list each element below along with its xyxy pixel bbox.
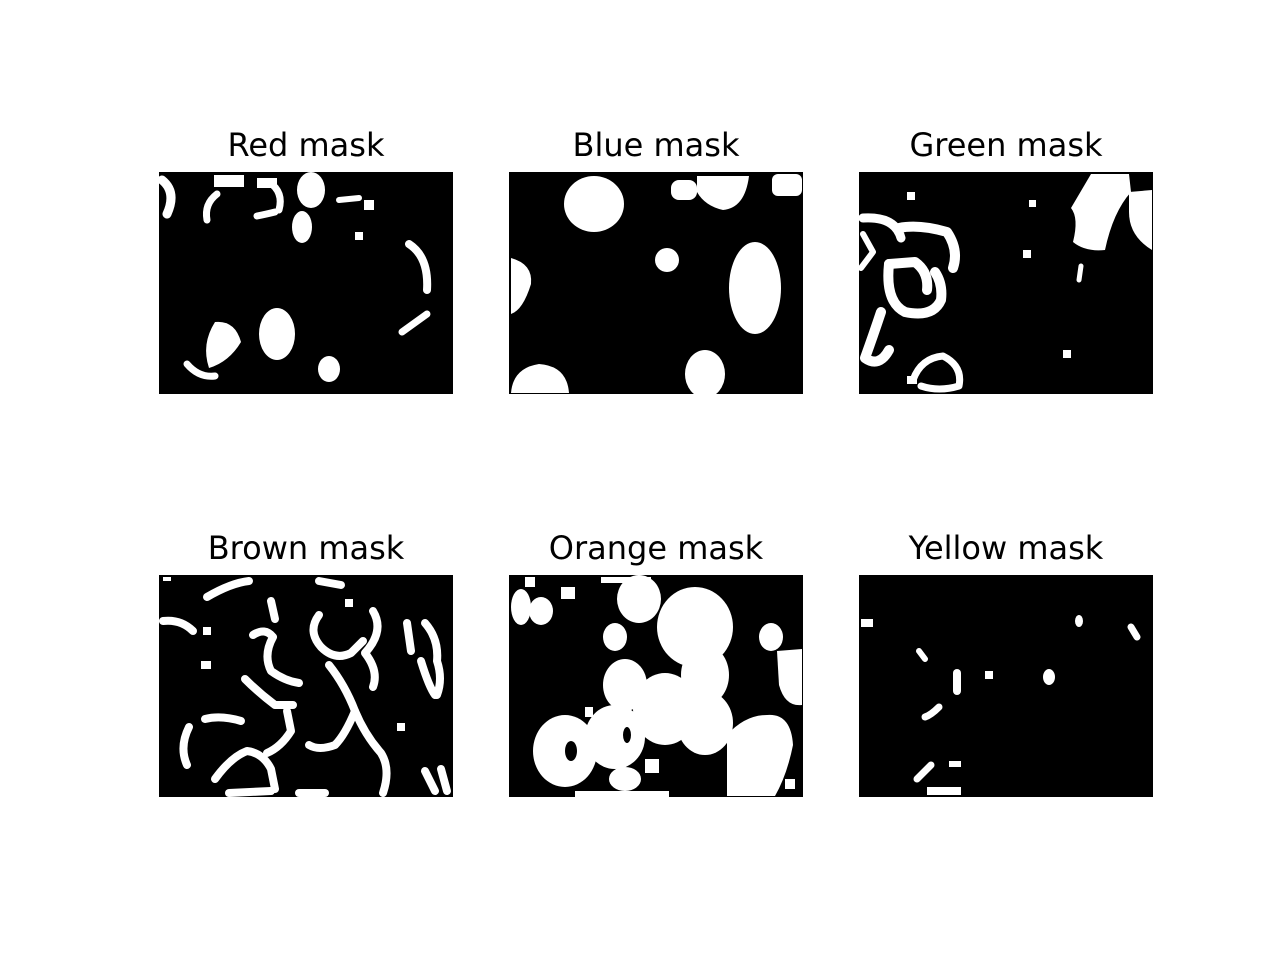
panel-title-brown: Brown mask xyxy=(207,529,405,567)
orange-mask-image xyxy=(509,575,803,797)
panel-title-yellow: Yellow mask xyxy=(908,529,1104,567)
blue-mask-image xyxy=(509,172,803,394)
panel-title-red: Red mask xyxy=(227,126,385,164)
panel-title-orange: Orange mask xyxy=(548,529,764,567)
yellow-mask-image xyxy=(859,575,1153,797)
panel-title-blue: Blue mask xyxy=(572,126,740,164)
panel-title-green: Green mask xyxy=(909,126,1103,164)
brown-mask-image xyxy=(159,575,453,797)
green-mask-image xyxy=(859,172,1153,394)
red-mask-image xyxy=(159,172,453,394)
